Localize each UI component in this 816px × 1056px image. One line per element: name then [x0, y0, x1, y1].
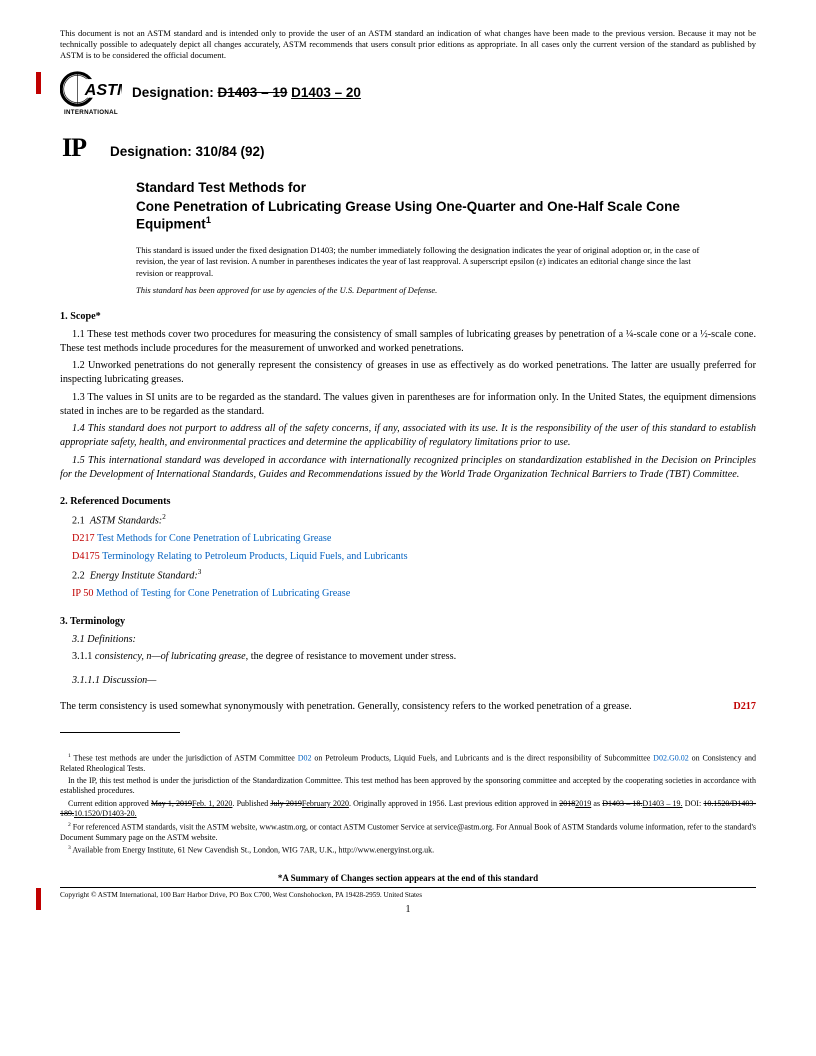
footnote-ip: In the IP, this test method is under the…	[60, 776, 756, 797]
fn1-sub-link[interactable]: D02.G0.02	[653, 753, 689, 762]
designation-label: Designation:	[132, 85, 214, 100]
svg-text:ASTM: ASTM	[84, 81, 122, 99]
footnote-3: 3 Available from Energy Institute, 61 Ne…	[60, 845, 756, 856]
scope-1-5: 1.5 This international standard was deve…	[60, 454, 756, 482]
astm-logo-caption: INTERNATIONAL	[60, 109, 122, 117]
scope-1-2: 1.2 Unworked penetrations do not general…	[60, 359, 756, 387]
ref-ip50-link[interactable]: Method of Testing for Cone Penetration o…	[96, 588, 350, 599]
footnote-1: 1 These test methods are under the juris…	[60, 753, 756, 774]
copyright-line: Copyright © ASTM International, 100 Barr…	[60, 887, 756, 901]
ref-d4175-link[interactable]: Terminology Relating to Petroleum Produc…	[102, 551, 407, 562]
astm-logo-block: ASTM INTERNATIONAL	[60, 69, 122, 117]
title-line-2: Cone Penetration of Lubricating Grease U…	[136, 198, 756, 234]
refs-head: 2. Referenced Documents	[60, 495, 756, 509]
ref-ip50-code[interactable]: IP 50	[72, 588, 93, 599]
term-d217-ref[interactable]: D217	[733, 700, 756, 714]
top-disclaimer: This document is not an ASTM standard an…	[60, 28, 756, 61]
change-bar-icon	[36, 72, 41, 94]
ref-d217-link[interactable]: Test Methods for Cone Penetration of Lub…	[97, 533, 331, 544]
astm-designation: Designation: D1403 – 19 D1403 – 20	[132, 84, 361, 102]
astm-logo-icon: ASTM	[60, 69, 122, 109]
ip-designation: Designation: 310/84 (92)	[110, 143, 265, 161]
ref-d4175-code[interactable]: D4175	[72, 551, 100, 562]
page-number: 1	[60, 903, 756, 917]
designation-new: D1403 – 20	[291, 85, 361, 100]
summary-of-changes-note: *A Summary of Changes section appears at…	[60, 872, 756, 884]
designation-old: D1403 – 19	[218, 85, 288, 100]
footnotes-block: 1 These test methods are under the juris…	[60, 751, 756, 856]
footnote-2: 2 For referenced ASTM standards, visit t…	[60, 822, 756, 843]
footnote-edition: Current edition approved May 1, 2019Feb.…	[60, 799, 756, 820]
ref-d217: D217 Test Methods for Cone Penetration o…	[72, 532, 756, 546]
dod-approval-note: This standard has been approved for use …	[136, 285, 756, 296]
scope-1-3: 1.3 The values in SI units are to be reg…	[60, 391, 756, 419]
scope-1-1: 1.1 These test methods cover two procedu…	[60, 328, 756, 356]
ref-d4175: D4175 Terminology Relating to Petroleum …	[72, 550, 756, 564]
refs-2-2: 2.2 Energy Institute Standard:3	[72, 568, 756, 583]
term-3-1-1-1: 3.1.1.1 Discussion—	[72, 674, 756, 688]
scope-1-4: 1.4 This standard does not purport to ad…	[60, 422, 756, 450]
ip-header-row: IP Designation: 310/84 (92)	[62, 130, 756, 165]
astm-header-row: ASTM INTERNATIONAL Designation: D1403 – …	[60, 69, 756, 117]
footnote-rule	[60, 732, 180, 733]
term-3-1: 3.1 Definitions:	[72, 633, 756, 647]
ref-d217-code[interactable]: D217	[72, 533, 95, 544]
term-discussion-body: The term consistency is used somewhat sy…	[60, 700, 756, 714]
scope-head: 1. Scope*	[60, 310, 756, 324]
change-bar-footnote-icon	[36, 888, 41, 910]
title-line-1: Standard Test Methods for	[136, 179, 756, 197]
fn1-d02-link[interactable]: D02	[298, 753, 312, 762]
refs-2-1: 2.1 ASTM Standards:2	[72, 513, 756, 528]
term-head: 3. Terminology	[60, 615, 756, 629]
ip-logo-icon: IP	[62, 130, 86, 165]
ref-ip50: IP 50 Method of Testing for Cone Penetra…	[72, 587, 756, 601]
term-3-1-1: 3.1.1 consistency, n—of lubricating grea…	[72, 650, 756, 664]
title-block: Standard Test Methods for Cone Penetrati…	[136, 179, 756, 234]
issuance-note: This standard is issued under the fixed …	[136, 245, 756, 278]
